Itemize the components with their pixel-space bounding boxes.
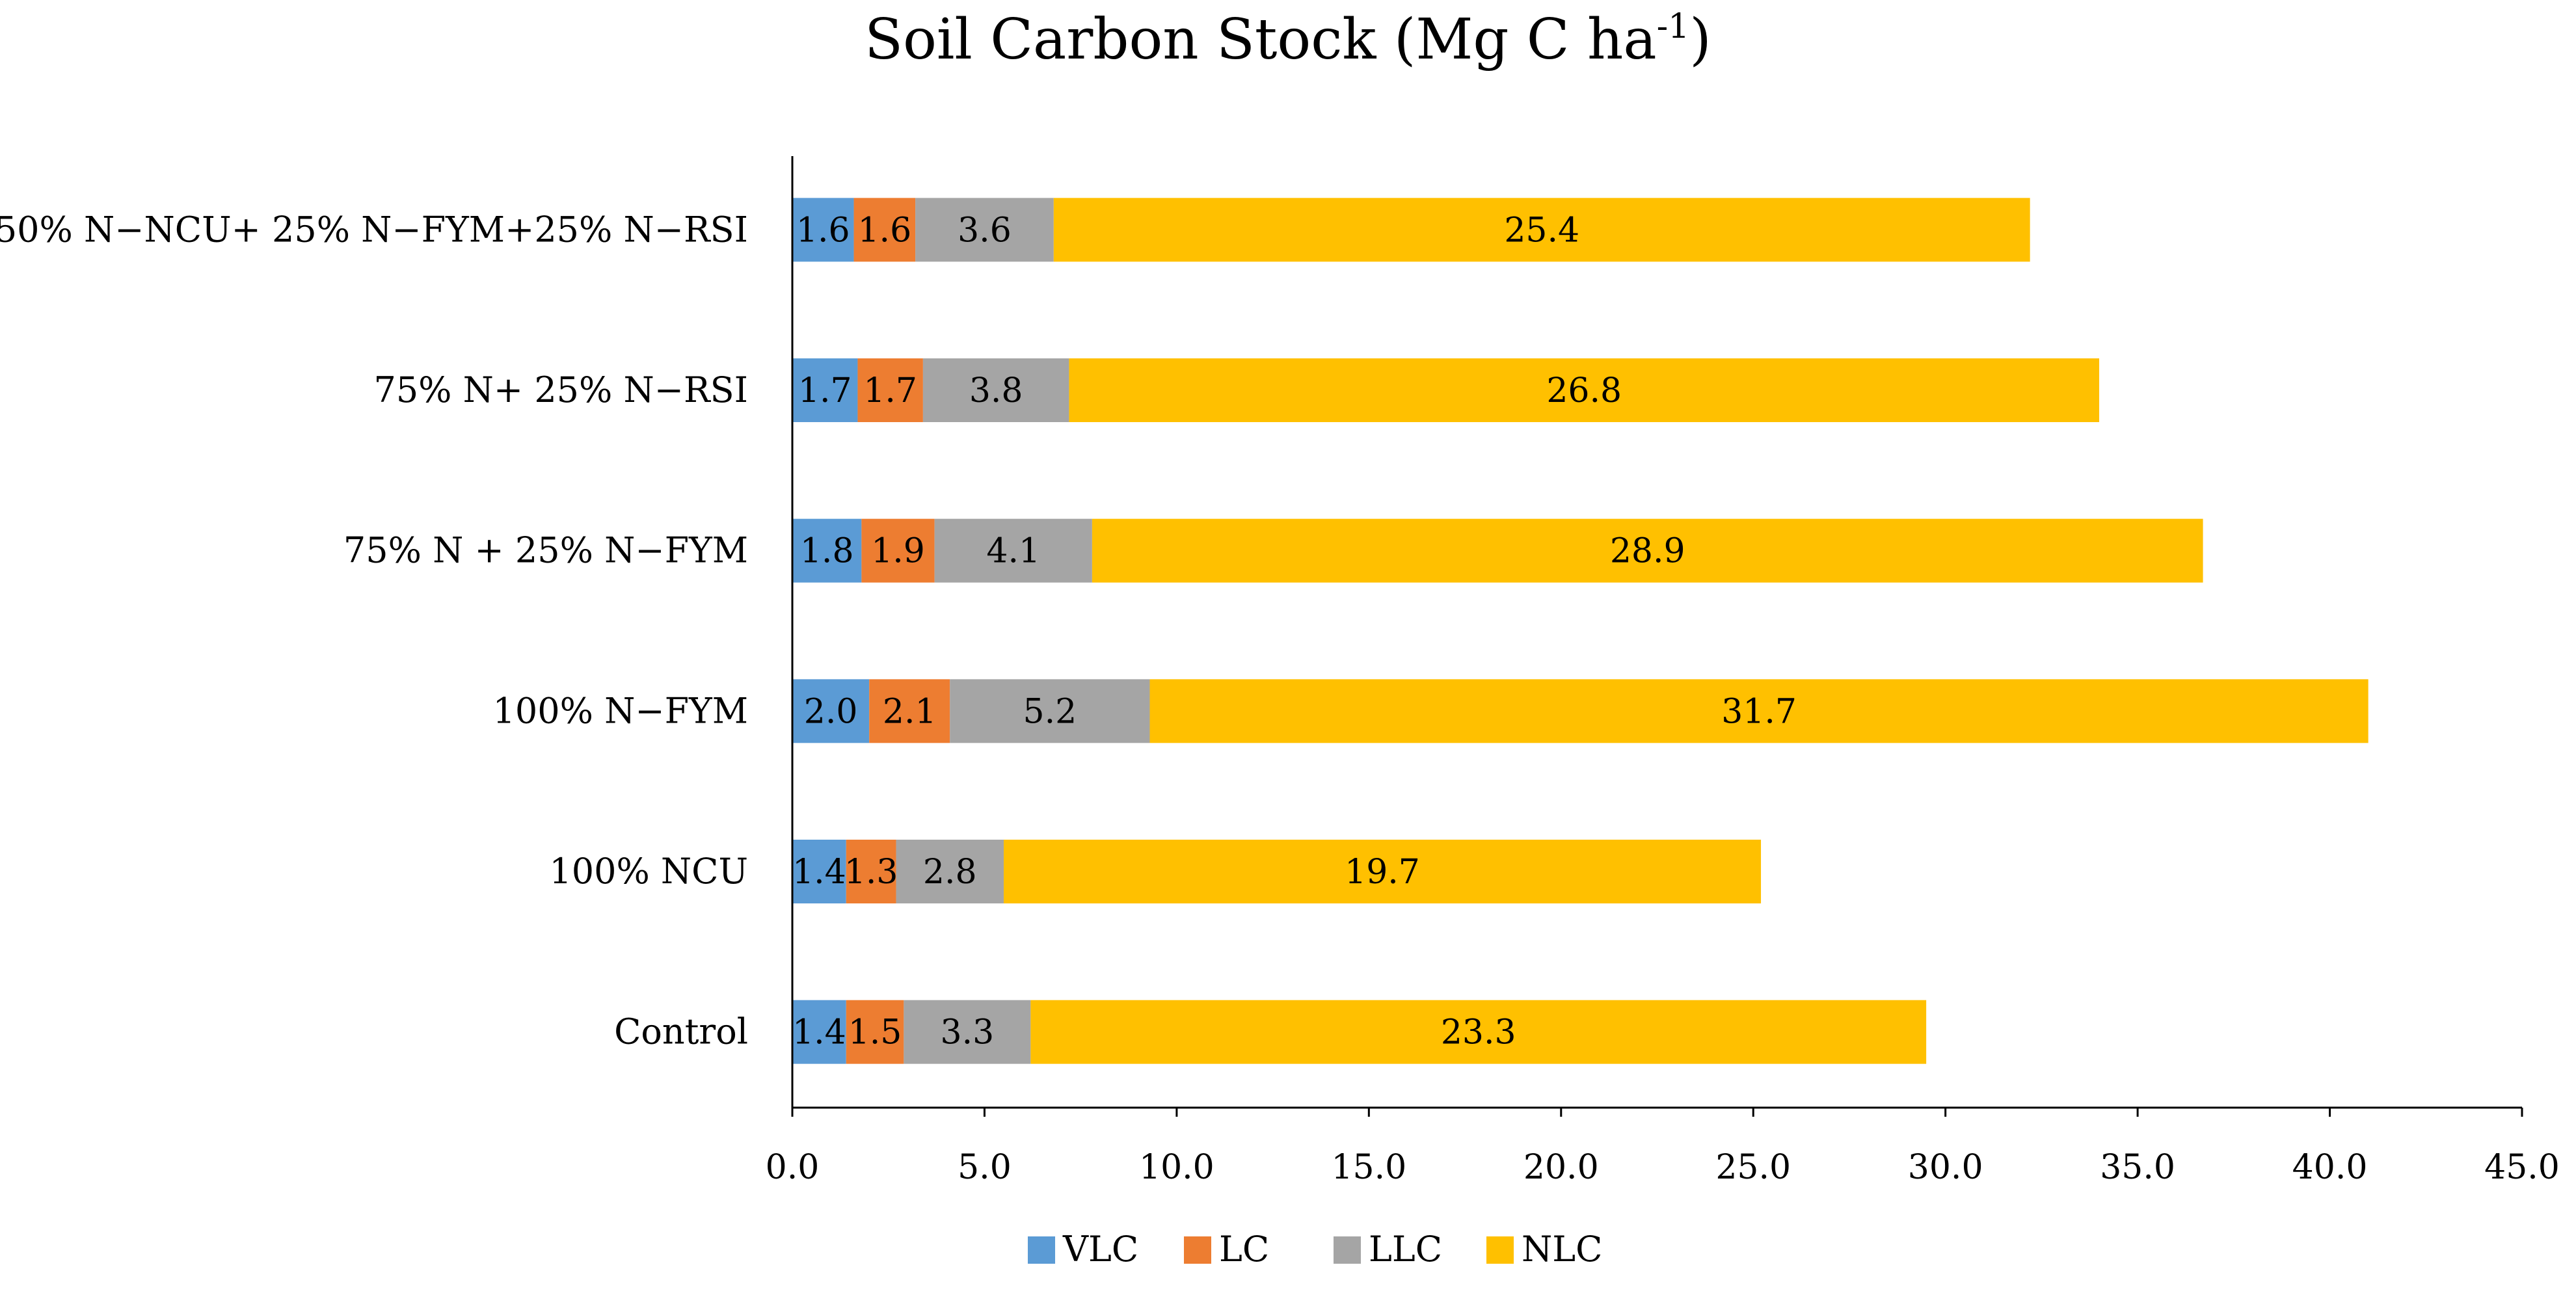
y-tick-label-100-ncu: 100% NCU [549, 851, 748, 892]
chart-title-end: ) [1689, 7, 1711, 72]
bar-lc-75-n-25-n-fym [861, 518, 935, 583]
data-label-lc-50-n-ncu-25-n-fym-25-n-rsi: 1.6 [857, 211, 911, 250]
x-tick-label: 20.0 [1523, 1148, 1599, 1187]
data-label-nlc-75-n-25-n-fym: 28.9 [1610, 532, 1685, 571]
bar-nlc-100-ncu [1003, 840, 1762, 903]
data-label-lc-100-ncu: 1.3 [844, 853, 898, 892]
data-label-nlc-100-ncu: 19.7 [1345, 853, 1420, 892]
bar-nlc-75-n-25-n-rsi [1069, 358, 2100, 422]
data-label-lc-control: 1.5 [848, 1013, 902, 1052]
bar-nlc-75-n-25-n-fym [1092, 518, 2203, 583]
legend-swatch-lc [1184, 1236, 1211, 1264]
data-label-llc-100-n-fym: 5.2 [1023, 692, 1077, 731]
bar-llc-control [904, 1000, 1031, 1064]
legend-label-vlc: VLC [1062, 1229, 1138, 1270]
x-tick-label: 30.0 [1908, 1148, 1983, 1187]
data-label-llc-100-ncu: 2.8 [923, 853, 977, 892]
data-label-vlc-75-n-25-n-rsi: 1.7 [798, 371, 852, 410]
data-label-vlc-50-n-ncu-25-n-fym-25-n-rsi: 1.6 [796, 211, 850, 250]
bar-lc-50-n-ncu-25-n-fym-25-n-rsi [853, 198, 916, 262]
legend-label-lc: LC [1219, 1229, 1269, 1270]
bar-vlc-control [792, 1000, 846, 1064]
data-label-vlc-100-n-fym: 2.0 [804, 692, 858, 731]
y-tick-label-100-n-fym: 100% N−FYM [493, 690, 748, 731]
data-label-lc-100-n-fym: 2.1 [883, 692, 937, 731]
legend-label-nlc: NLC [1522, 1229, 1602, 1270]
bar-nlc-control [1030, 1000, 1927, 1064]
x-tick-label: 40.0 [2292, 1148, 2368, 1187]
legend-label-llc: LLC [1369, 1229, 1442, 1270]
x-tick-label: 0.0 [766, 1148, 820, 1187]
chart-title-superscript: -1 [1657, 7, 1690, 46]
data-label-llc-control: 3.3 [941, 1013, 995, 1052]
y-tick-label-control: Control [614, 1011, 748, 1052]
data-label-vlc-75-n-25-n-fym: 1.8 [800, 532, 854, 571]
y-tick-label-75-n-25-n-fym: 75% N + 25% N−FYM [343, 530, 748, 571]
bar-llc-100-ncu [896, 840, 1004, 903]
chart-title-main: Soil Carbon Stock (Mg C ha [865, 7, 1656, 72]
data-label-vlc-100-ncu: 1.4 [792, 853, 846, 892]
bar-vlc-100-ncu [792, 840, 846, 903]
bar-nlc-50-n-ncu-25-n-fym-25-n-rsi [1053, 198, 2030, 262]
bar-vlc-50-n-ncu-25-n-fym-25-n-rsi [792, 198, 854, 262]
data-label-llc-75-n-25-n-rsi: 3.8 [969, 371, 1023, 410]
bar-llc-100-n-fym [950, 679, 1150, 743]
legend-swatch-vlc [1028, 1236, 1055, 1264]
bar-llc-75-n-25-n-rsi [922, 358, 1069, 422]
data-label-nlc-75-n-25-n-rsi: 26.8 [1546, 371, 1622, 410]
axes: Control 100% NCU 100% N−FYM 75% N + 25% N−F… [0, 156, 2560, 1187]
data-label-llc-50-n-ncu-25-n-fym-25-n-rsi: 3.6 [958, 211, 1012, 250]
bar-vlc-75-n-25-n-rsi [792, 358, 858, 422]
legend-swatch-llc [1334, 1236, 1361, 1264]
x-tick-label: 10.0 [1139, 1148, 1214, 1187]
bar-lc-75-n-25-n-rsi [857, 358, 923, 422]
bar-lc-100-n-fym [869, 679, 950, 743]
x-tick-label: 5.0 [958, 1148, 1012, 1187]
bar-lc-control [846, 1000, 904, 1064]
bar-lc-100-ncu [846, 840, 896, 903]
y-tick-label-50-n-ncu-25-n-fym-25-n-rsi: 50% N−NCU+ 25% N−FYM+25% N−RSI [0, 209, 748, 250]
bar-vlc-75-n-25-n-fym [792, 518, 862, 583]
legend: VLC LC LLC NLC [1028, 1229, 1602, 1270]
bar-nlc-100-n-fym [1149, 679, 2368, 743]
data-label-nlc-100-n-fym: 31.7 [1721, 692, 1797, 731]
value-labels-layer: 1.4 1.5 3.3 23.31.41.3 2.8 19.72.0 2.1 5.2 31.71… [792, 211, 1797, 1052]
bar-llc-50-n-ncu-25-n-fym-25-n-rsi [915, 198, 1054, 262]
y-tick-label-75-n-25-n-rsi: 75% N+ 25% N−RSI [373, 369, 748, 410]
data-label-lc-75-n-25-n-rsi: 1.7 [863, 371, 917, 410]
data-label-nlc-control: 23.3 [1441, 1013, 1516, 1052]
x-tick-label: 35.0 [2100, 1148, 2175, 1187]
chart-title: Soil Carbon Stock (Mg C ha-1) [865, 7, 1711, 72]
bars-layer [792, 198, 2368, 1064]
bar-llc-75-n-25-n-fym [934, 518, 1092, 583]
x-tick-label: 15.0 [1331, 1148, 1406, 1187]
x-tick-label: 45.0 [2484, 1148, 2560, 1187]
legend-swatch-nlc [1486, 1236, 1514, 1264]
bar-vlc-100-n-fym [792, 679, 870, 743]
data-label-llc-75-n-25-n-fym: 4.1 [986, 532, 1040, 571]
data-label-vlc-control: 1.4 [792, 1013, 846, 1052]
data-label-nlc-50-n-ncu-25-n-fym-25-n-rsi: 25.4 [1504, 211, 1579, 250]
x-tick-label: 25.0 [1715, 1148, 1791, 1187]
data-label-lc-75-n-25-n-fym: 1.9 [871, 532, 925, 571]
